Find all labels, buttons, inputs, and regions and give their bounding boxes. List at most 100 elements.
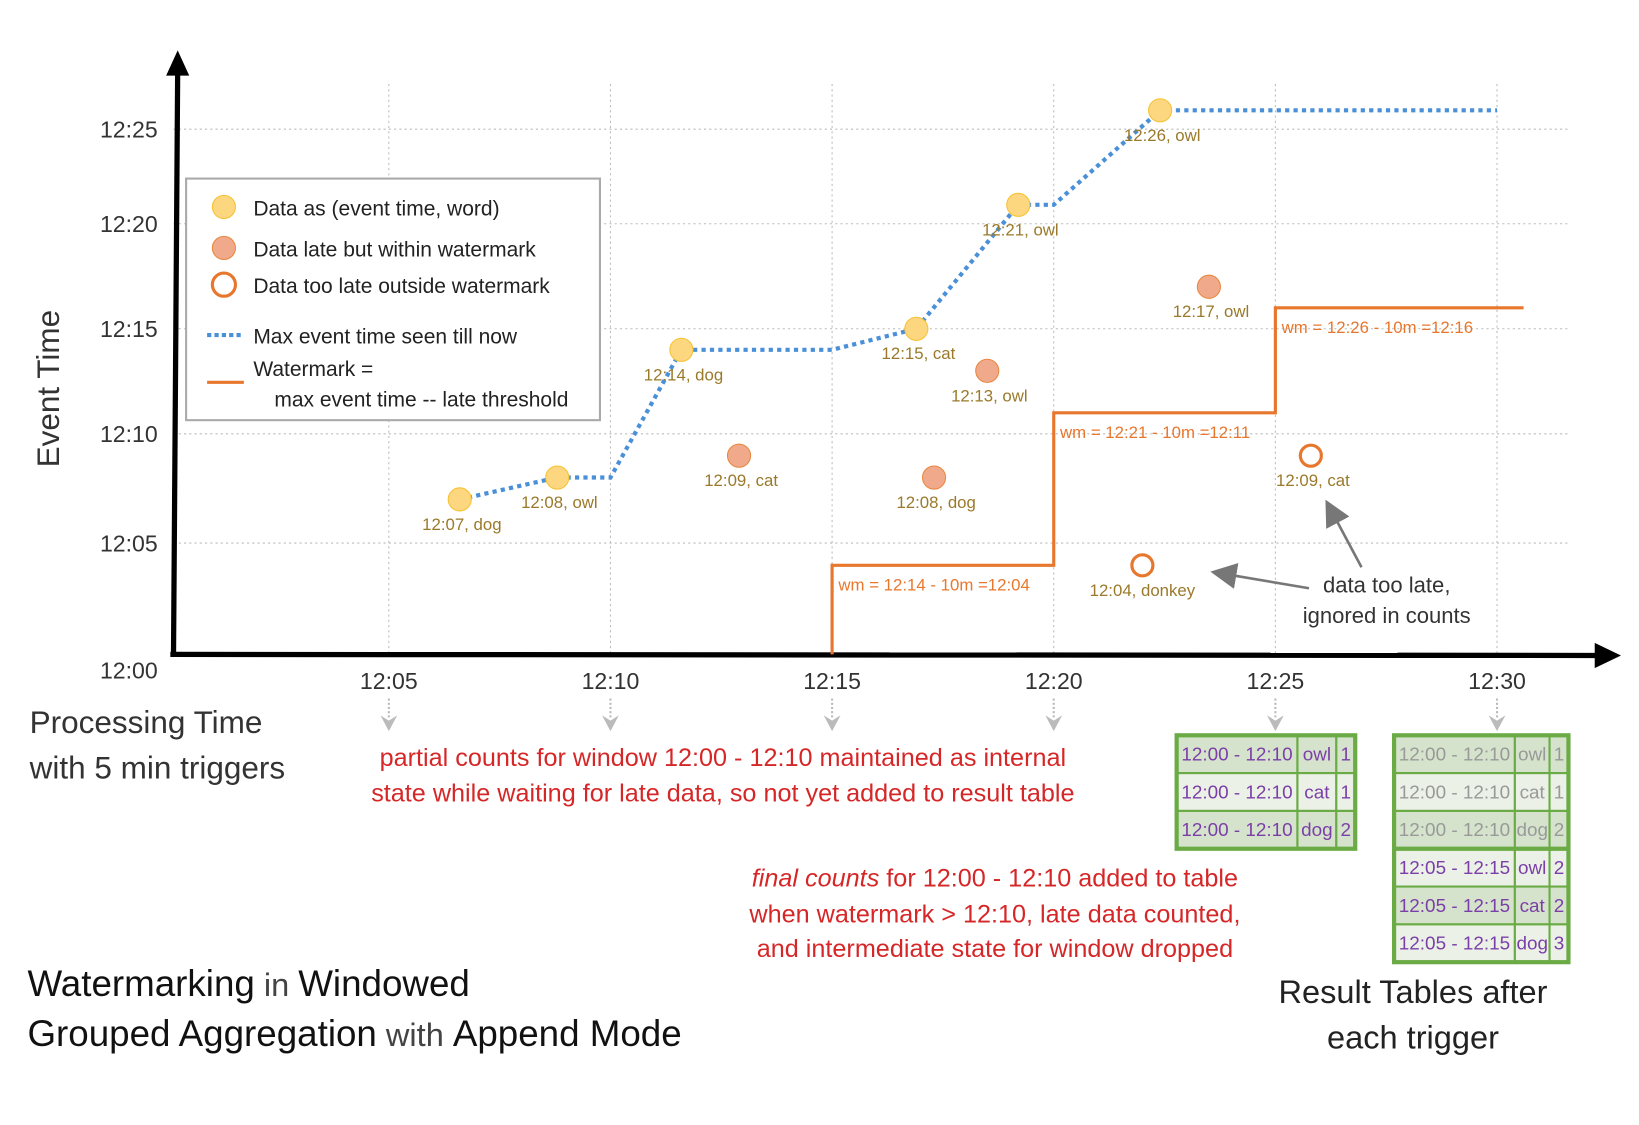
data-point-label: 12:09, cat [704, 471, 778, 490]
data-point-label: 12:26, owl [1124, 126, 1201, 145]
data-point-late [975, 358, 1000, 383]
x-tick-label: 12:10 [582, 668, 640, 694]
result-caption: Result Tables after [1279, 974, 1548, 1010]
x-axis-label: Processing Time [30, 704, 263, 740]
window-cell: 12:00 - 12:10 [1181, 820, 1292, 841]
final-counts-note-2: when watermark > 12:10, late data counte… [748, 900, 1240, 928]
too-late-arrow-cat [1325, 499, 1363, 568]
count-cell: 2 [1554, 858, 1565, 879]
data-point-label: 12:07, dog [422, 515, 501, 534]
partial-counts-note: partial counts for window 12:00 - 12:10 … [380, 744, 1067, 772]
diagram-title: Watermarking in Windowed [27, 963, 469, 1004]
data-point-label: 12:14, dog [644, 365, 723, 384]
table-row: 12:00 - 12:10 cat 1 [1175, 772, 1357, 812]
legend-too-late: Data too late outside watermark [253, 275, 550, 298]
watermark-label: wm = 12:14 - 10m =12:04 [837, 576, 1029, 595]
table-row: 12:05 - 12:15 cat 2 [1393, 885, 1570, 926]
count-cell: 2 [1341, 820, 1352, 841]
y-tick-label: 12:20 [100, 211, 158, 237]
table-row: 12:00 - 12:10 owl 1 [1393, 734, 1570, 775]
data-point-label: 12:04, donkey [1090, 581, 1196, 600]
count-cell: 2 [1554, 820, 1565, 841]
legend-too-late-icon [210, 271, 238, 298]
window-cell: 12:00 - 12:10 [1399, 745, 1510, 766]
watermark-label: wm = 12:21 - 10m =12:11 [1059, 423, 1250, 442]
window-cell: 12:00 - 12:10 [1181, 745, 1292, 766]
x-tick-label: 12:25 [1246, 668, 1304, 694]
too-late-note: data too late, [1323, 572, 1450, 597]
data-point-label: 12:15, cat [882, 344, 956, 363]
data-point-on-time [447, 487, 472, 512]
data-point-on-time [669, 337, 694, 362]
data-point-on-time [545, 465, 570, 490]
trigger-arrow-head-icon [823, 715, 841, 732]
result-table-1230: 12:00 - 12:10 owl 112:00 - 12:10 cat 112:00 … [1391, 733, 1571, 965]
data-point-on-time [904, 316, 929, 341]
legend-watermark: Watermark = [253, 358, 373, 381]
y-axis [170, 68, 181, 657]
data-point-label: 12:09, cat [1276, 471, 1350, 490]
final-counts-note-3: and intermediate state for window droppe… [757, 935, 1233, 963]
data-point-label: 12:13, owl [951, 386, 1028, 405]
y-tick-label: 12:05 [100, 530, 158, 556]
legend-late: Data late but within watermark [253, 238, 536, 261]
data-point-late [1196, 274, 1221, 299]
y-tick-label: 12:00 [100, 658, 158, 684]
count-cell: 1 [1341, 782, 1352, 803]
table-row: 12:00 - 12:10 dog 2 [1393, 809, 1570, 850]
legend: Data as (event time, word) Data late but… [185, 177, 602, 422]
y-tick-label: 12:10 [100, 421, 158, 447]
data-point-label: 12:08, dog [896, 493, 975, 512]
word-cell: owl [1518, 745, 1546, 766]
data-point-late [921, 465, 947, 490]
x-tick-label: 12:15 [803, 668, 861, 694]
diagram-title-2: Grouped Aggregation with Append Mode [27, 1013, 681, 1054]
x-axis-label-2: with 5 min triggers [29, 749, 286, 785]
data-point-too-late [1130, 553, 1155, 578]
x-tick-label: 12:05 [360, 668, 418, 694]
data-point-on-time [1006, 192, 1031, 217]
max-event-time-line [459, 108, 1498, 502]
word-cell: cat [1520, 782, 1546, 803]
count-cell: 3 [1554, 934, 1565, 955]
legend-on-time: Data as (event time, word) [253, 197, 499, 220]
trigger-arrow-head-icon [380, 715, 398, 732]
table-row: 12:00 - 12:10 dog 2 [1175, 809, 1357, 850]
data-point-on-time [1148, 98, 1173, 123]
word-cell: owl [1303, 745, 1331, 766]
legend-late-icon [211, 235, 236, 260]
y-tick-label: 12:25 [100, 117, 158, 143]
x-tick-label: 12:30 [1468, 668, 1526, 694]
trigger-arrow-head-icon [1045, 715, 1063, 732]
result-table-1225: 12:00 - 12:10 owl 112:00 - 12:10 cat 112:00 … [1174, 733, 1358, 851]
legend-on-time-icon [211, 194, 236, 220]
table-row: 12:05 - 12:15 owl 2 [1393, 847, 1570, 888]
table-row: 12:05 - 12:15 dog 3 [1393, 923, 1570, 964]
data-point-label: 12:08, owl [521, 493, 598, 512]
legend-max-event: Max event time seen till now [253, 325, 518, 348]
count-cell: 2 [1554, 896, 1565, 917]
table-row: 12:00 - 12:10 cat 1 [1393, 772, 1570, 812]
count-cell: 1 [1554, 782, 1565, 803]
window-cell: 12:05 - 12:15 [1399, 858, 1510, 879]
word-cell: owl [1518, 858, 1546, 879]
word-cell: dog [1301, 820, 1333, 841]
data-point-label: 12:17, owl [1173, 302, 1250, 321]
y-axis-arrow [166, 50, 190, 76]
data-point-late [726, 443, 752, 468]
trigger-arrow-head-icon [1266, 715, 1284, 732]
watermark-line [830, 306, 1524, 655]
result-caption-2: each trigger [1327, 1019, 1499, 1055]
trigger-arrow-head-icon [602, 715, 619, 732]
window-cell: 12:05 - 12:15 [1399, 934, 1510, 955]
x-axis [170, 651, 1603, 659]
table-row: 12:00 - 12:10 owl 1 [1175, 734, 1357, 775]
word-cell: dog [1516, 820, 1548, 841]
trigger-arrow-head-icon [1488, 715, 1506, 732]
x-axis-arrow [1594, 642, 1621, 669]
y-tick-label: 12:15 [100, 316, 158, 342]
too-late-arrow-donkey [1210, 563, 1310, 590]
window-cell: 12:00 - 12:10 [1399, 820, 1510, 841]
window-cell: 12:00 - 12:10 [1181, 782, 1292, 803]
